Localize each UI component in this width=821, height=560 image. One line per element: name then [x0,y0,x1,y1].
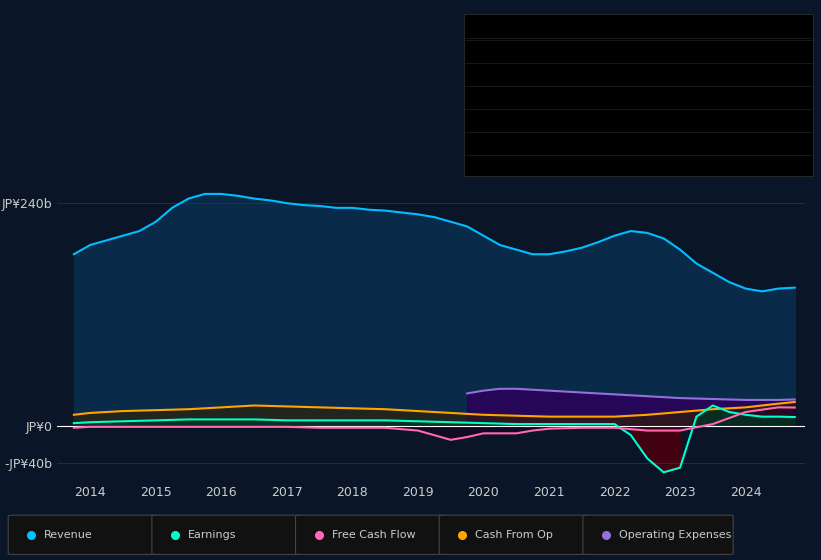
Text: JP¥9.588b /yr: JP¥9.588b /yr [631,67,701,77]
Text: Sep 30 2024: Sep 30 2024 [472,24,554,37]
FancyBboxPatch shape [296,515,446,554]
FancyBboxPatch shape [439,515,589,554]
Text: Revenue: Revenue [44,530,93,540]
Text: Cash From Op: Cash From Op [475,530,553,540]
Text: JP¥149.260b /yr: JP¥149.260b /yr [631,44,714,54]
Text: Earnings: Earnings [474,67,519,77]
Text: Cash From Op: Cash From Op [474,136,547,146]
Text: Earnings: Earnings [188,530,236,540]
FancyBboxPatch shape [583,515,733,554]
Text: JP¥28.475b /yr: JP¥28.475b /yr [631,159,708,169]
FancyBboxPatch shape [152,515,302,554]
Text: Free Cash Flow: Free Cash Flow [474,113,552,123]
Text: 6.4% profit margin: 6.4% profit margin [631,90,729,100]
Text: Revenue: Revenue [474,44,519,54]
Text: JP¥19.831b /yr: JP¥19.831b /yr [631,113,708,123]
FancyBboxPatch shape [8,515,158,554]
Text: Operating Expenses: Operating Expenses [474,159,579,169]
Text: Free Cash Flow: Free Cash Flow [332,530,415,540]
Text: JP¥25.833b /yr: JP¥25.833b /yr [631,136,708,146]
Text: Operating Expenses: Operating Expenses [619,530,732,540]
